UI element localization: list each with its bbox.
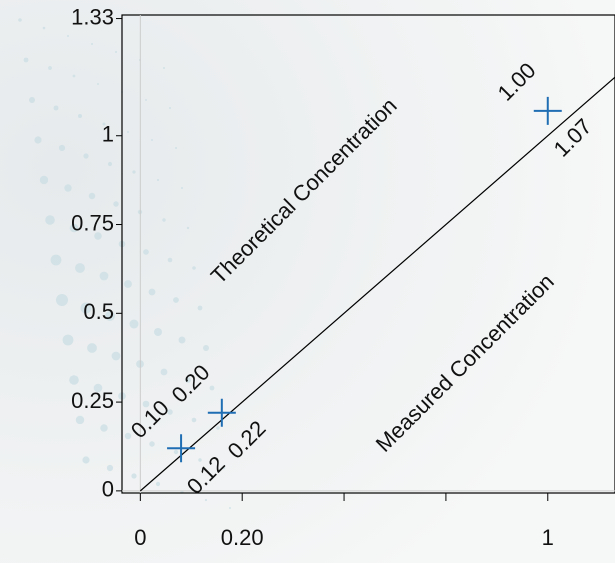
decor-dot [181,187,183,189]
decor-dot [91,43,93,45]
y-tick-label: 1 [102,122,114,147]
decor-dot [63,335,74,346]
decor-dot [113,201,118,206]
decor-dot [112,352,121,361]
decor-dot [143,249,149,255]
decor-dot [192,418,197,423]
decor-dot [179,337,186,344]
y-tick-label: 0 [102,477,114,502]
decor-dot [24,58,29,63]
decor-dot [169,107,171,109]
decor-dot [45,215,55,225]
decor-dot [54,106,59,111]
y-tick-label: 0.75 [71,210,114,235]
decor-dot [130,320,139,329]
decor-dot [156,482,160,486]
y-tick-label: 0.25 [71,388,114,413]
decor-dot [89,193,95,199]
decor-dot [87,343,97,353]
decor-dot [18,18,22,22]
decor-dot [168,258,173,263]
decor-dot [149,289,156,296]
decor-dot [203,345,209,351]
decor-dot [64,184,71,191]
decor-dot [174,450,178,454]
y-tick-label: 1.33 [71,4,114,29]
decor-dot [132,170,135,173]
decor-dot [175,147,177,149]
decor-dot [149,441,154,446]
decor-dot [100,424,107,431]
decor-dot [67,35,69,37]
decor-dot [48,66,52,70]
x-tick-label: 1 [542,525,554,550]
decor-dot [76,416,84,424]
decor-dot [108,162,112,166]
decor-dot [125,433,131,439]
decor-dot [69,375,79,385]
page: {"chart_data": { "type": "scatter", "x":… [0,0,615,563]
decor-dot [97,83,99,85]
decor-dot [192,266,196,270]
decor-dot [157,179,159,181]
decor-dot [216,426,220,430]
decor-dot [124,280,132,288]
decor-dot [161,369,168,376]
decor-dot [205,499,207,501]
decor-dot [107,465,113,471]
chart: 00.250.50.7511.3300.201Theoretical Conce… [0,0,615,563]
decor-dot [198,306,203,311]
decor-dot [73,75,76,78]
decor-dot [51,255,62,266]
decor-dot [43,27,46,30]
x-tick-label: 0.20 [221,525,264,550]
decor-dot [59,145,65,151]
decor-dot [173,297,179,303]
y-tick-label: 0.5 [83,299,114,324]
decor-dot [154,328,162,336]
decor-dot [34,136,41,143]
decor-dot [162,218,165,221]
decor-dot [163,67,165,69]
decor-dot [82,456,89,463]
decor-dot [151,139,153,141]
decor-dot [83,153,88,158]
decor-dot [210,386,215,391]
decor-dot [127,131,129,133]
decor-dot [187,227,189,229]
decor-dot [229,507,231,509]
decor-dot [78,114,82,118]
decor-dot [115,51,117,53]
decor-dot [75,263,85,273]
decor-dot [145,99,147,101]
decor-dot [40,176,48,184]
x-tick-label: 0 [134,525,146,550]
decor-dot [100,272,109,281]
decor-dot [29,97,35,103]
decor-dot [56,294,68,306]
decor-dot [131,473,136,478]
